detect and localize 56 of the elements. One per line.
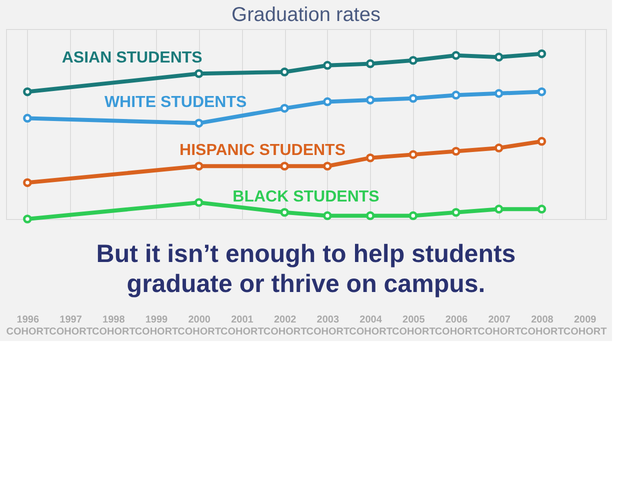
x-tick-label: 1998 COHORT xyxy=(92,314,136,338)
x-tick-label: 1999 COHORT xyxy=(134,314,178,338)
point xyxy=(366,153,375,162)
point xyxy=(366,96,375,104)
point xyxy=(194,162,204,171)
point xyxy=(452,90,460,100)
point xyxy=(494,144,504,152)
x-tick-label: 2006 COHORT xyxy=(434,314,478,338)
series-label: BLACK STUDENTS xyxy=(232,188,380,206)
point xyxy=(194,118,204,128)
point xyxy=(280,208,289,217)
point xyxy=(323,97,332,106)
x-tick-label: 2004 COHORT xyxy=(349,314,392,338)
x-tick-label: 1996 COHORT xyxy=(6,314,50,338)
x-tick-label: 2009 COHORT xyxy=(563,314,607,338)
point xyxy=(366,211,375,220)
x-tick-label: 2008 COHORT xyxy=(520,314,564,338)
point xyxy=(452,51,460,60)
x-tick-label: 2007 COHORT xyxy=(478,314,522,338)
point xyxy=(194,69,204,78)
point xyxy=(323,60,332,70)
point xyxy=(452,146,460,156)
point xyxy=(537,49,546,58)
series-label: ASIAN STUDENTS xyxy=(62,50,203,67)
x-tick-label: 2002 COHORT xyxy=(263,314,307,338)
point xyxy=(537,204,546,214)
chart-title: Graduation rates xyxy=(232,4,380,26)
point xyxy=(323,162,332,171)
point xyxy=(537,136,546,146)
point xyxy=(194,198,204,207)
point xyxy=(494,52,504,62)
point xyxy=(23,178,32,188)
x-tick-label: 2005 COHORT xyxy=(392,314,436,338)
series-label: HISPANIC STUDENTS xyxy=(180,142,346,160)
point xyxy=(280,104,289,113)
x-tick-label: 2001 COHORT xyxy=(220,314,264,338)
point xyxy=(537,87,546,96)
point xyxy=(280,68,289,76)
point xyxy=(23,114,32,123)
point xyxy=(23,87,32,96)
point xyxy=(408,94,418,103)
x-tick-label: 2000 COHORT xyxy=(178,314,222,338)
point xyxy=(408,150,418,159)
point xyxy=(452,208,460,217)
text: But it isn’t enough to help students graduate or thrive on campus. xyxy=(96,240,516,298)
point xyxy=(323,211,332,220)
point xyxy=(23,214,32,224)
point xyxy=(280,162,289,171)
point xyxy=(494,204,504,214)
point xyxy=(408,211,418,220)
point xyxy=(494,89,504,98)
point xyxy=(408,56,418,65)
series-label: WHITE STUDENTS xyxy=(104,94,248,112)
x-tick-label: 1997 COHORT xyxy=(49,314,92,338)
x-tick-label: 2003 COHORT xyxy=(306,314,350,338)
point xyxy=(366,59,375,68)
